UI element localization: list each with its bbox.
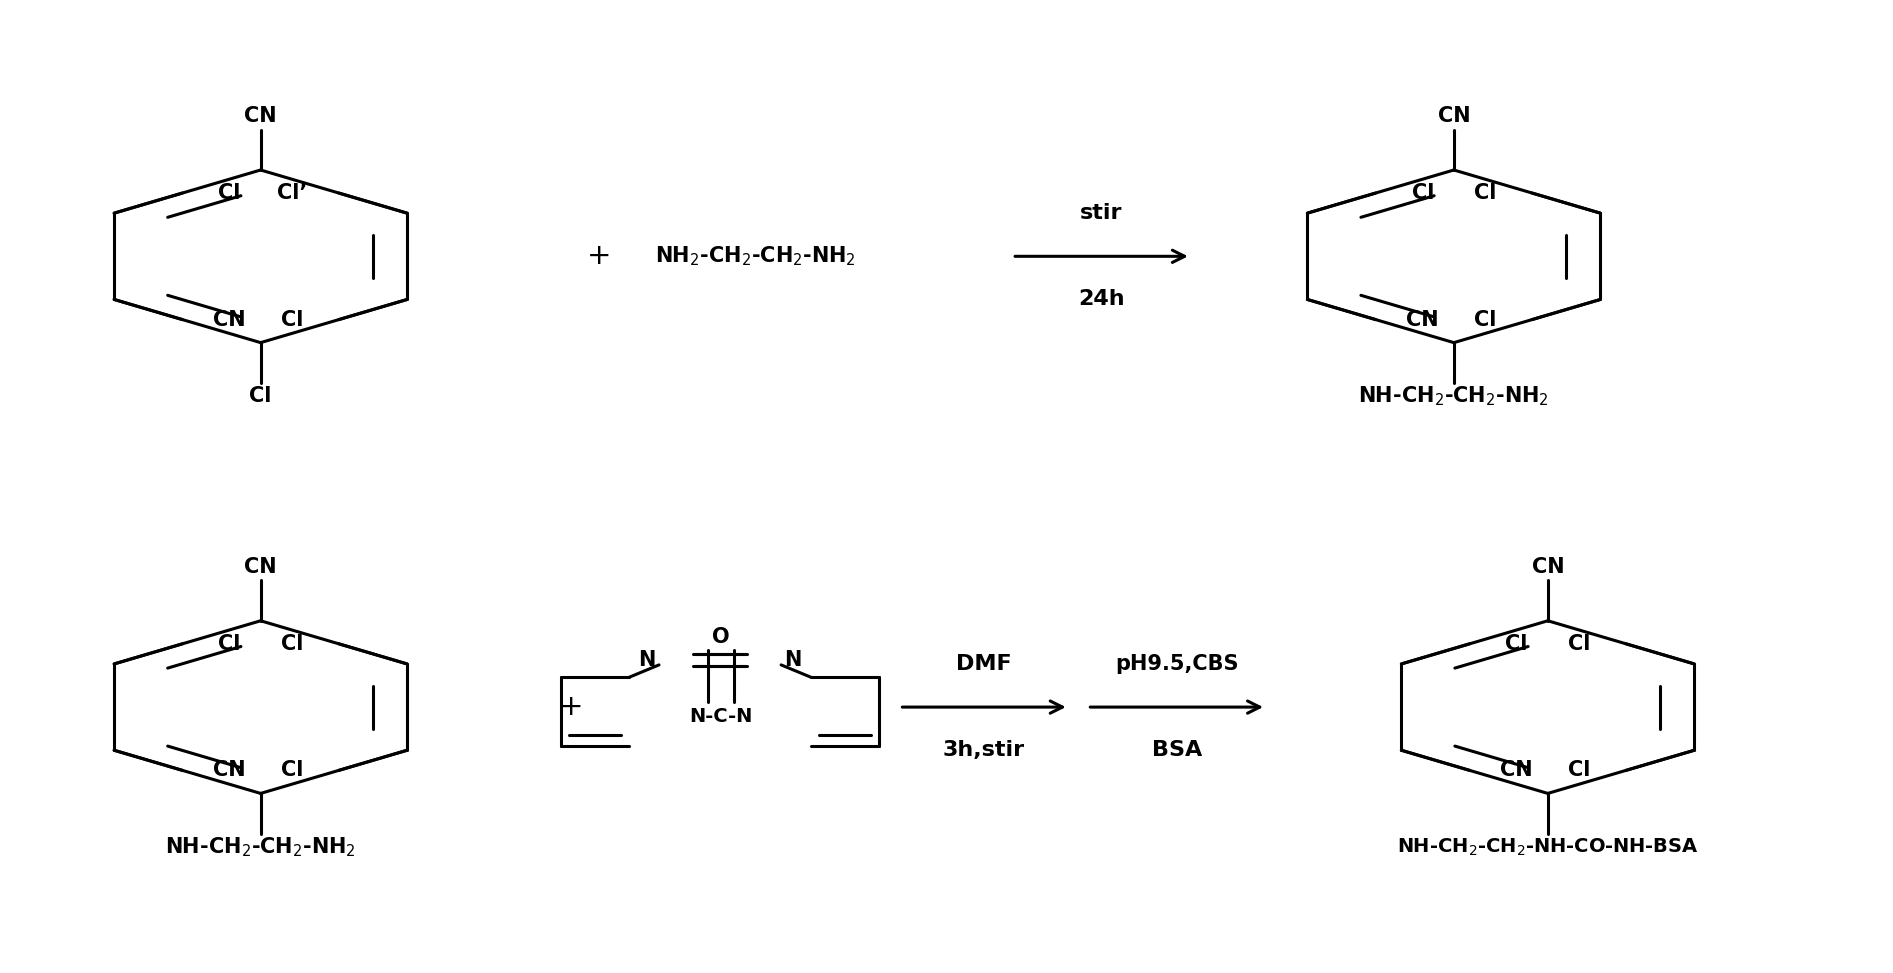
Text: N: N [638,650,655,670]
Text: 3h,stir: 3h,stir [943,740,1026,760]
Text: Cl: Cl [1567,633,1590,654]
Text: N-C-N: N-C-N [689,707,753,726]
Text: stir: stir [1081,203,1123,223]
Text: CN: CN [1437,106,1471,126]
Text: pH9.5,CBS: pH9.5,CBS [1115,654,1238,674]
Text: +: + [587,242,611,270]
Text: NH-CH$_2$-CH$_2$-NH$_2$: NH-CH$_2$-CH$_2$-NH$_2$ [1359,384,1548,408]
Text: CN: CN [244,106,276,126]
Text: Cl: Cl [1475,183,1495,203]
Text: CN: CN [1406,309,1439,330]
Text: Cl: Cl [218,633,240,654]
Text: CN: CN [214,309,246,330]
Text: CN: CN [214,760,246,780]
Text: DMF: DMF [956,654,1013,674]
Text: Cl: Cl [280,309,303,330]
Text: Clʼ: Clʼ [276,183,307,203]
Text: O: O [712,627,731,647]
Text: CN: CN [1531,558,1564,577]
Text: Cl: Cl [1567,760,1590,780]
Text: Cl: Cl [280,633,303,654]
Text: CN: CN [244,558,276,577]
Text: NH$_2$-CH$_2$-CH$_2$-NH$_2$: NH$_2$-CH$_2$-CH$_2$-NH$_2$ [655,244,856,269]
Text: N: N [784,650,803,670]
Text: NH-CH$_2$-CH$_2$-NH-CO-NH-BSA: NH-CH$_2$-CH$_2$-NH-CO-NH-BSA [1397,837,1698,858]
Text: Cl: Cl [1475,309,1495,330]
Text: NH-CH$_2$-CH$_2$-NH$_2$: NH-CH$_2$-CH$_2$-NH$_2$ [165,836,356,859]
Text: Cl: Cl [1412,183,1433,203]
Text: Cl: Cl [250,386,273,407]
Text: Cl: Cl [1505,633,1528,654]
Text: Cl: Cl [280,760,303,780]
Text: 24h: 24h [1079,290,1124,309]
Text: +: + [558,693,583,721]
Text: BSA: BSA [1151,740,1202,760]
Text: CN: CN [1501,760,1533,780]
Text: Cl: Cl [218,183,240,203]
